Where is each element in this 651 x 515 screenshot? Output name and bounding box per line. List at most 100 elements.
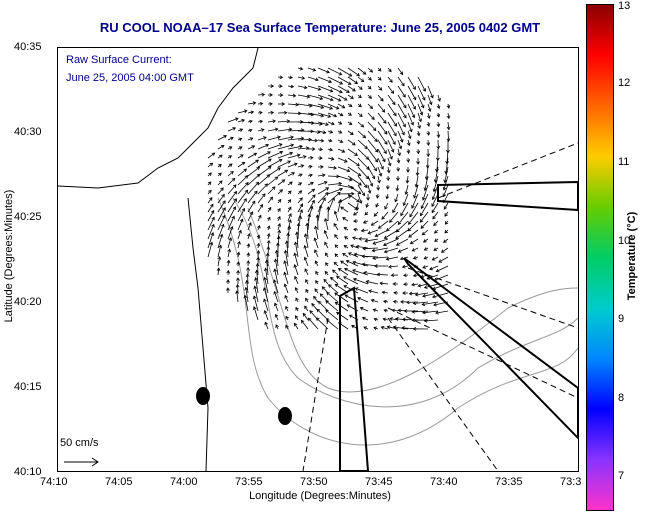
- colorbar-tick: 9: [618, 313, 625, 325]
- current-vector-head: [406, 300, 410, 305]
- current-vector-head: [395, 235, 399, 240]
- current-vector: [274, 303, 279, 312]
- current-vector-head: [329, 147, 334, 152]
- current-vector-head: [273, 268, 277, 273]
- x-tick-label: 74:00: [170, 476, 198, 488]
- current-vector-head: [380, 97, 384, 102]
- current-vector-head: [210, 232, 215, 236]
- current-vector-head: [327, 114, 332, 118]
- current-vector-head: [446, 115, 451, 120]
- current-vector: [342, 217, 349, 222]
- current-vector: [347, 94, 354, 99]
- current-vector-head: [444, 221, 449, 225]
- current-vector: [387, 121, 397, 136]
- current-vector-head: [287, 225, 292, 230]
- current-vector-head: [260, 128, 265, 132]
- current-vector-head: [420, 212, 424, 217]
- current-vector: [336, 311, 349, 321]
- current-vector-head: [384, 141, 388, 145]
- current-vector-head: [363, 271, 367, 275]
- current-vector: [327, 85, 343, 93]
- current-vector-head: [386, 177, 391, 182]
- current-vector: [357, 175, 368, 188]
- current-vector-head: [421, 231, 426, 236]
- current-vector: [267, 196, 273, 204]
- current-vector: [347, 85, 356, 92]
- current-vector-head: [258, 214, 262, 219]
- current-vector-head: [328, 138, 333, 143]
- current-vector: [357, 148, 369, 160]
- current-vector: [307, 182, 314, 186]
- dashed-line: [387, 307, 578, 399]
- current-vector-head: [418, 118, 422, 123]
- colorbar-tick: 11: [618, 156, 630, 168]
- current-vector: [392, 309, 399, 312]
- current-vector-head: [226, 269, 231, 274]
- current-vector-head: [429, 266, 433, 271]
- current-vector-head: [291, 172, 295, 176]
- current-vector-head: [364, 184, 368, 189]
- current-vector-head: [440, 249, 445, 253]
- current-vector: [294, 276, 299, 285]
- current-vector-head: [366, 197, 370, 201]
- survey-box: [403, 257, 578, 440]
- current-vector-head: [420, 225, 425, 229]
- current-vector-head: [359, 86, 363, 90]
- current-vector: [327, 166, 337, 169]
- current-vector: [434, 166, 439, 183]
- current-vector: [422, 229, 429, 236]
- current-vector-head: [359, 306, 364, 311]
- current-vector-head: [256, 173, 261, 178]
- map-svg: [58, 48, 578, 471]
- current-vector-head: [321, 173, 326, 178]
- current-vector-head: [394, 317, 399, 321]
- current-vector-head: [278, 158, 283, 163]
- current-vector: [227, 127, 236, 132]
- current-vector: [348, 252, 359, 258]
- current-vector: [377, 112, 387, 124]
- current-vector-head: [353, 227, 357, 232]
- current-vector: [438, 256, 449, 263]
- current-vector: [377, 273, 389, 276]
- current-vector-head: [208, 189, 212, 194]
- current-vector-head: [393, 132, 397, 137]
- current-vector-head: [326, 206, 331, 210]
- current-vector-head: [286, 119, 291, 124]
- current-vector-head: [383, 120, 387, 124]
- current-vector-head: [329, 130, 334, 134]
- current-vector: [357, 157, 370, 170]
- current-vector-head: [325, 309, 329, 313]
- current-vector-head: [348, 177, 353, 182]
- current-vector: [277, 152, 293, 159]
- current-vector-head: [436, 145, 441, 150]
- current-vector-head: [335, 105, 340, 110]
- current-vector: [217, 215, 226, 231]
- current-vector-head: [443, 179, 447, 184]
- current-vector-head: [329, 88, 334, 93]
- current-vector-head: [410, 121, 414, 126]
- current-vector-head: [371, 116, 375, 120]
- current-vector-head: [259, 110, 263, 115]
- current-vector: [237, 128, 243, 132]
- current-vector: [447, 112, 450, 119]
- current-vector-head: [372, 308, 377, 312]
- current-vector-head: [226, 279, 230, 283]
- current-vector: [337, 85, 350, 93]
- survey-box: [437, 180, 578, 212]
- current-vector-head: [275, 324, 279, 329]
- current-vector-head: [230, 170, 234, 175]
- current-vector-head: [350, 185, 355, 190]
- current-vector-head: [246, 243, 251, 247]
- current-vector-head: [207, 181, 212, 186]
- current-vector-head: [344, 236, 348, 240]
- current-vector-head: [347, 195, 352, 199]
- current-vector-head: [283, 271, 287, 276]
- current-vector-head: [326, 69, 330, 74]
- current-vector: [316, 309, 329, 321]
- current-vector-head: [313, 237, 318, 242]
- current-vector: [433, 220, 439, 226]
- current-vector: [395, 229, 409, 240]
- current-vector: [275, 259, 279, 276]
- current-vector: [217, 200, 226, 213]
- current-vector-head: [245, 279, 249, 284]
